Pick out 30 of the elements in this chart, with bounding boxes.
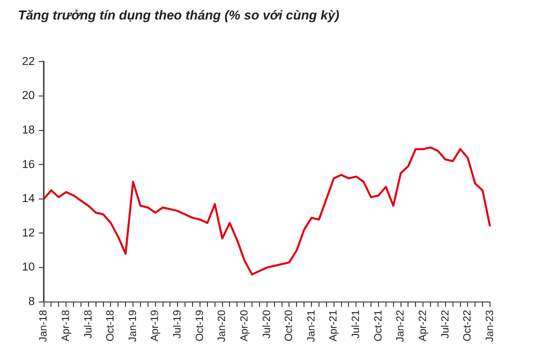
y-tick-label: 22: [22, 56, 35, 68]
x-tick-label: Oct-22: [462, 310, 474, 342]
x-tick-label: Jan-20: [216, 310, 228, 342]
y-tick-label: 20: [22, 90, 35, 102]
x-tick-label: Oct-18: [104, 310, 117, 342]
x-tick-label: Jul-20: [260, 310, 273, 339]
x-tick-label: Apr-19: [149, 310, 162, 342]
x-tick-label: Jan-23: [484, 310, 496, 342]
x-tick-label: Apr-18: [60, 310, 72, 342]
y-tick-label: 10: [22, 262, 35, 274]
x-tick-label: Jan-19: [126, 310, 139, 342]
x-tick-label: Oct-20: [283, 310, 296, 342]
x-tick-label: Jul-19: [172, 310, 184, 339]
x-tick-label: Oct-21: [372, 310, 384, 342]
x-tick-label: Jul-21: [350, 310, 362, 339]
x-tick-label: Jul-18: [82, 310, 94, 339]
chart-title: Tăng trưởng tín dụng theo tháng (% so với cùng kỳ): [18, 7, 340, 22]
y-tick-label: 12: [22, 227, 35, 240]
y-tick-label: 14: [22, 193, 36, 206]
x-tick-label: Oct-19: [194, 310, 206, 342]
x-tick-label: Apr-20: [238, 310, 250, 342]
x-tick-label: Jan-22: [394, 310, 407, 342]
x-tick-label: Jan-21: [305, 310, 318, 342]
x-tick-label: Apr-22: [416, 310, 429, 342]
x-tick-label: Jul-22: [439, 310, 452, 339]
y-tick-label: 18: [22, 124, 35, 136]
y-tick-label: 16: [22, 158, 35, 171]
x-tick-label: Jan-18: [38, 310, 50, 342]
x-tick-label: Apr-21: [328, 310, 340, 342]
y-tick-label: 8: [28, 296, 35, 308]
